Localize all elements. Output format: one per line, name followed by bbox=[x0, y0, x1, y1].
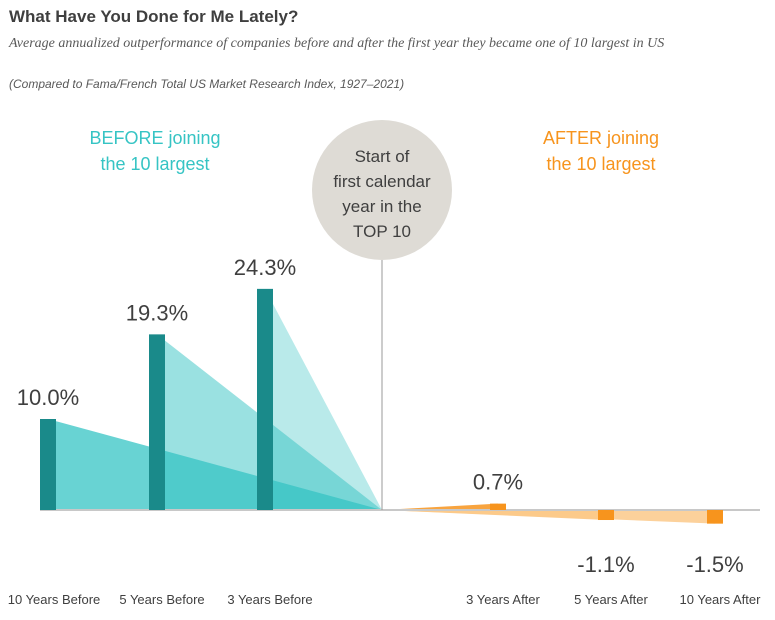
center-circle bbox=[312, 120, 452, 260]
group-labels: BEFORE joining the 10 largest AFTER joinin… bbox=[89, 128, 659, 174]
center-circle-line: TOP 10 bbox=[353, 222, 411, 241]
tick-label: 10 Years After bbox=[680, 592, 762, 607]
value-label: -1.5% bbox=[686, 552, 743, 577]
before-group-label: BEFORE joining bbox=[89, 128, 220, 148]
tick-label-layer: 10 Years Before 5 Years Before 3 Years Bef… bbox=[8, 592, 761, 607]
value-label: 0.7% bbox=[473, 470, 523, 495]
wedge-3-years-after bbox=[382, 503, 498, 510]
bar-3-years-before bbox=[257, 288, 273, 510]
value-label: 24.3% bbox=[234, 255, 296, 280]
tick-label: 5 Years Before bbox=[119, 592, 204, 607]
bar-10-years-before bbox=[40, 419, 56, 510]
after-group-label: the 10 largest bbox=[546, 154, 655, 174]
wedge-3-years-before bbox=[265, 288, 382, 510]
value-label: -1.1% bbox=[577, 552, 634, 577]
tick-label: 3 Years Before bbox=[227, 592, 312, 607]
tick-label: 5 Years After bbox=[574, 592, 648, 607]
wedge-10-years-after bbox=[382, 510, 715, 524]
tick-label: 3 Years After bbox=[466, 592, 540, 607]
center-circle-line: first calendar bbox=[333, 172, 431, 191]
tick-label: 10 Years Before bbox=[8, 592, 101, 607]
after-group-label: AFTER joining bbox=[543, 128, 659, 148]
chart-title: What Have You Done for Me Lately? bbox=[9, 7, 299, 26]
value-label: 10.0% bbox=[17, 385, 79, 410]
center-circle-line: year in the bbox=[342, 197, 421, 216]
value-label-layer: 10.0% 19.3% 24.3% 0.7% -1.1% -1.5% bbox=[17, 255, 744, 577]
center-circle-label: Start of first calendar year in the TOP 10 bbox=[333, 147, 431, 241]
chart-note: (Compared to Fama/French Total US Market… bbox=[9, 77, 405, 91]
bar-3-years-after bbox=[490, 503, 506, 510]
bar-5-years-after bbox=[598, 510, 614, 521]
value-label: 19.3% bbox=[126, 300, 188, 325]
bar-5-years-before bbox=[149, 334, 165, 510]
chart-subtitle: Average annualized outperformance of com… bbox=[9, 36, 665, 51]
center-circle-line: Start of bbox=[355, 147, 410, 166]
bar-layer bbox=[40, 288, 723, 524]
before-group-label: the 10 largest bbox=[100, 154, 209, 174]
bar-10-years-after bbox=[707, 510, 723, 524]
